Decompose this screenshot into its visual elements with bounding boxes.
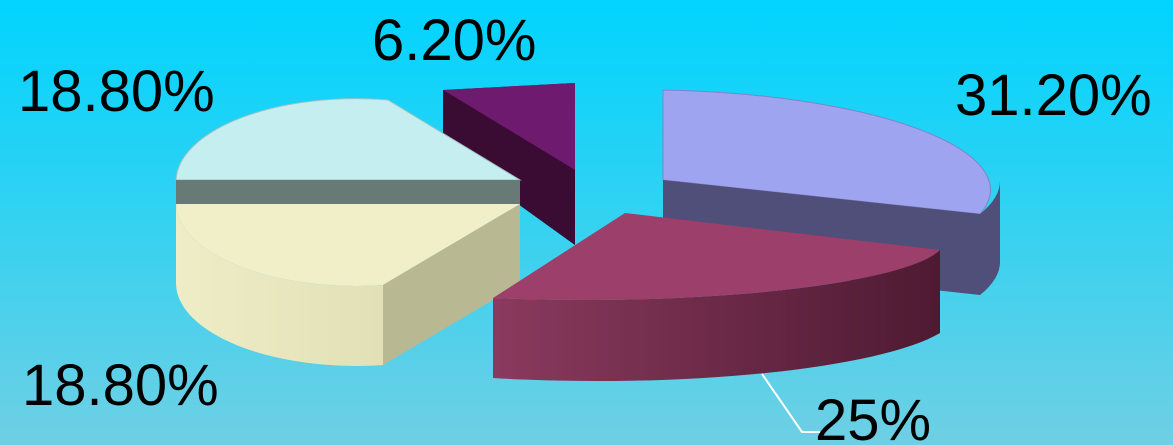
label-25: 25% — [815, 388, 931, 445]
leader-line-25 — [761, 373, 820, 433]
label-18-80-bottom: 18.80% — [22, 353, 219, 418]
pie-slice-18-80-bottom — [176, 204, 520, 366]
label-18-80-top: 18.80% — [18, 59, 215, 124]
label-31-20: 31.20% — [955, 63, 1152, 128]
label-6-20: 6.20% — [372, 8, 536, 73]
pie-slice-18-80-top — [175, 98, 522, 204]
pie-slice-6-20 — [443, 83, 575, 245]
pie-slice-25 — [493, 213, 940, 382]
